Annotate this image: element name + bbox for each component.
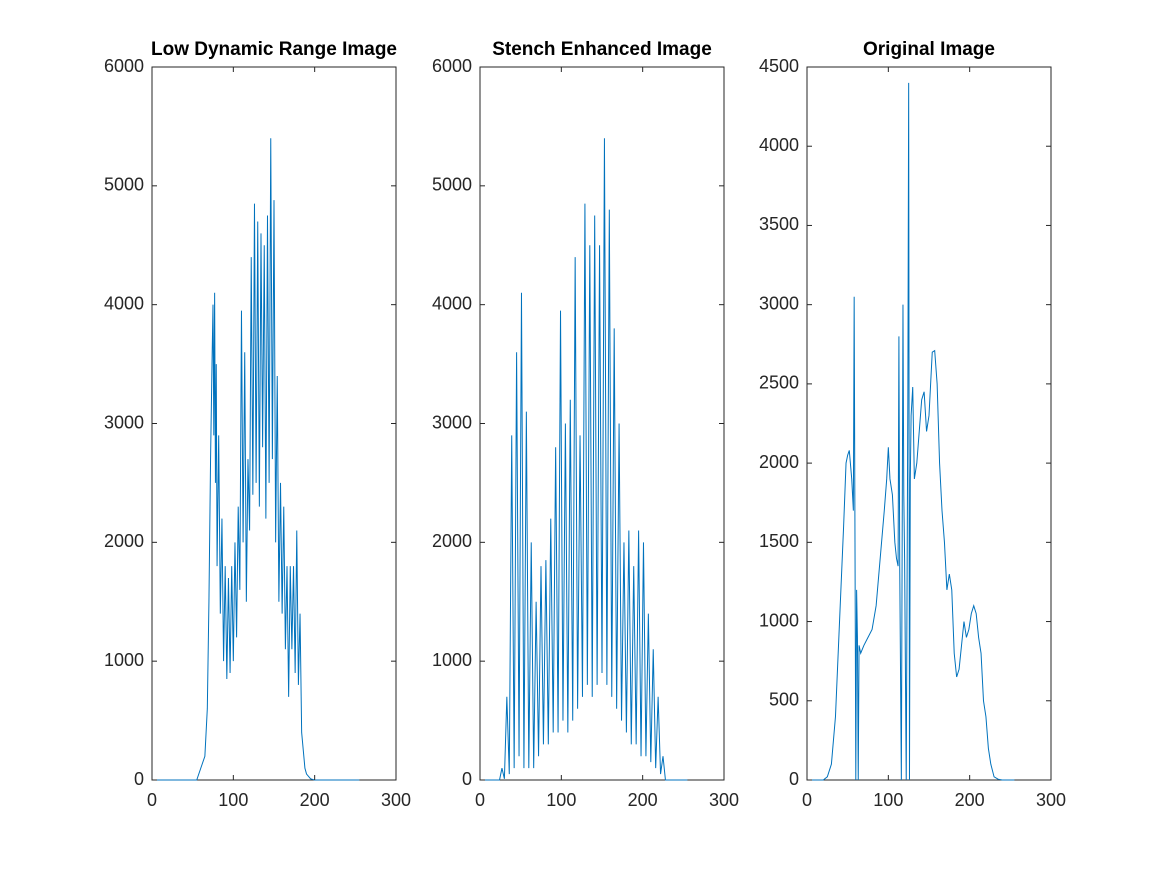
y-tick-label: 6000 [432, 56, 472, 76]
x-tick-label: 300 [709, 790, 739, 810]
y-tick-label: 3000 [104, 412, 144, 432]
y-tick-label: 1000 [759, 610, 799, 630]
y-tick-label: 3500 [759, 214, 799, 234]
x-tick-label: 100 [873, 790, 903, 810]
x-tick-label: 200 [300, 790, 330, 810]
y-tick-label: 0 [462, 769, 472, 789]
histogram-line [152, 138, 360, 781]
x-tick-label: 300 [1036, 790, 1066, 810]
x-tick-label: 0 [802, 790, 812, 810]
y-tick-label: 0 [134, 769, 144, 789]
y-tick-label: 2000 [759, 452, 799, 472]
y-tick-label: 5000 [432, 175, 472, 195]
y-tick-label: 4000 [759, 135, 799, 155]
y-tick-label: 2000 [104, 531, 144, 551]
axes-box [806, 66, 1052, 781]
y-tick-label: 5000 [104, 175, 144, 195]
y-tick-label: 500 [769, 690, 799, 710]
y-tick-label: 3000 [759, 293, 799, 313]
y-tick-label: 4500 [759, 56, 799, 76]
y-tick-label: 4000 [432, 293, 472, 313]
y-tick-label: 3000 [432, 412, 472, 432]
y-tick-label: 1000 [104, 650, 144, 670]
chart-title: Original Image [863, 39, 995, 60]
y-tick-label: 1000 [432, 650, 472, 670]
chart-title: Low Dynamic Range Image [151, 39, 397, 60]
histogram-line [480, 138, 688, 781]
y-tick-label: 1500 [759, 531, 799, 551]
y-tick-label: 6000 [104, 56, 144, 76]
y-tick-label: 2500 [759, 373, 799, 393]
x-tick-label: 300 [381, 790, 411, 810]
y-tick-label: 2000 [432, 531, 472, 551]
x-tick-label: 100 [218, 790, 248, 810]
x-tick-label: 0 [147, 790, 157, 810]
histogram-line [807, 82, 1015, 781]
x-tick-label: 200 [628, 790, 658, 810]
x-tick-label: 100 [546, 790, 576, 810]
x-tick-label: 0 [475, 790, 485, 810]
x-tick-label: 200 [955, 790, 985, 810]
y-tick-label: 0 [789, 769, 799, 789]
axes-box [151, 66, 397, 781]
y-tick-label: 4000 [104, 293, 144, 313]
chart-title: Stench Enhanced Image [492, 39, 712, 60]
